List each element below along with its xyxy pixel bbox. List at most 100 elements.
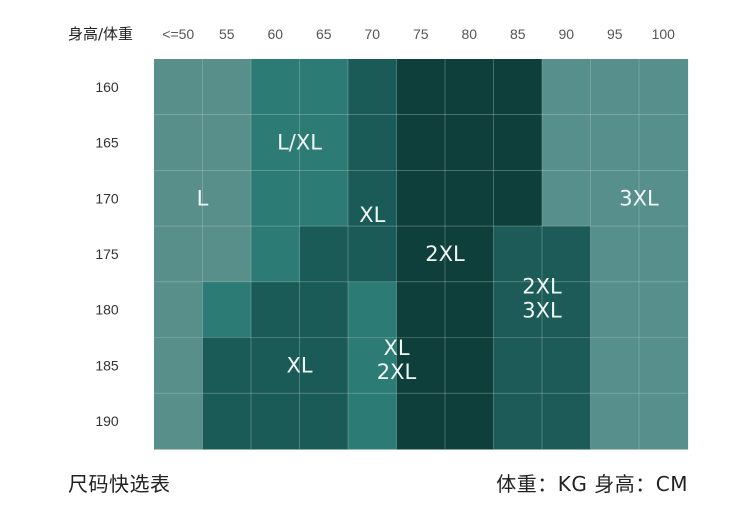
heatmap-cell — [542, 114, 592, 171]
size-region-label: 3XL — [522, 299, 562, 323]
heatmap-cell — [639, 226, 689, 283]
heatmap-cell — [202, 170, 252, 227]
heatmap-cell — [493, 170, 543, 227]
heatmap-cell — [445, 281, 495, 339]
heatmap-cell — [639, 393, 689, 450]
y-tick-label: 170 — [95, 190, 119, 206]
heatmap-cell — [202, 114, 252, 171]
size-region-label: 3XL — [619, 186, 659, 210]
heatmap-cell — [590, 170, 640, 227]
heatmap-cell — [396, 226, 446, 283]
heatmap-cell — [299, 59, 349, 116]
heatmap-cells — [154, 59, 689, 450]
heatmap-cell — [542, 226, 592, 283]
heatmap-cell — [396, 59, 446, 116]
corner-axis-label: 身高/体重 — [68, 25, 133, 43]
heatmap-cell — [590, 114, 640, 171]
heatmap-cell — [445, 337, 495, 394]
size-region-label: XL — [359, 203, 385, 227]
size-region-label: 2XL — [425, 242, 465, 266]
heatmap-cell — [590, 59, 640, 116]
heatmap-cell — [154, 59, 204, 116]
heatmap-cell — [542, 281, 592, 339]
heatmap-cell — [542, 59, 592, 116]
heatmap-cell — [445, 226, 495, 283]
heatmap-cell — [251, 59, 301, 116]
heatmap-cell — [154, 114, 204, 171]
heatmap-cell — [154, 393, 204, 450]
heatmap-cell — [299, 114, 349, 171]
heatmap-cell — [348, 393, 398, 450]
y-tick-label: 175 — [95, 246, 119, 262]
heatmap-cell — [542, 337, 592, 394]
x-tick-label: 55 — [219, 26, 235, 42]
heatmap-cell — [590, 226, 640, 283]
heatmap-cell — [154, 337, 204, 394]
heatmap-cell — [251, 393, 301, 450]
heatmap-cell — [154, 170, 204, 227]
heatmap-cell — [299, 281, 349, 339]
heatmap-cell — [590, 337, 640, 394]
heatmap-cell — [639, 337, 689, 394]
heatmap-cell — [396, 170, 446, 227]
heatmap-cell — [445, 59, 495, 116]
heatmap-gridlines — [154, 59, 688, 449]
unit-note: 体重：KG 身高：CM — [496, 472, 688, 496]
heatmap-cell — [445, 114, 495, 171]
heatmap-cell — [639, 170, 689, 227]
heatmap-cell — [348, 281, 398, 339]
heatmap-cell — [202, 59, 252, 116]
heatmap-cell — [202, 226, 252, 283]
x-tick-label: 90 — [558, 26, 574, 42]
heatmap-cell — [396, 281, 446, 339]
heatmap-cell — [251, 226, 301, 283]
heatmap-cell — [493, 281, 543, 339]
heatmap-cell — [542, 393, 592, 450]
size-region-label: XL — [286, 353, 312, 377]
heatmap-cell — [202, 393, 252, 450]
heatmap-cell — [639, 59, 689, 116]
heatmap-cell — [590, 393, 640, 450]
heatmap-cell — [251, 337, 301, 394]
x-tick-label: 80 — [461, 26, 477, 42]
heatmap-cell — [493, 337, 543, 394]
heatmap-cell — [251, 281, 301, 339]
heatmap-cell — [299, 226, 349, 283]
heatmap-axis-ticks: 身高/体重 <=50 55 60 65 70 75 80 85 90 95 100 160 165 170 1… — [68, 25, 675, 429]
heatmap-cell — [493, 59, 543, 116]
x-tick-label: 100 — [652, 26, 676, 42]
heatmap-cell — [299, 170, 349, 227]
size-region-label: L/XL — [277, 131, 322, 155]
heatmap-cell — [348, 170, 398, 227]
y-tick-label: 185 — [95, 357, 119, 373]
heatmap-cell — [493, 114, 543, 171]
x-tick-label: 70 — [364, 26, 380, 42]
heatmap-cell — [299, 337, 349, 394]
heatmap-cell — [348, 337, 398, 394]
x-tick-label: 75 — [413, 26, 429, 42]
y-tick-label: 160 — [95, 79, 119, 95]
heatmap-cell — [493, 393, 543, 450]
heatmap-cell — [493, 226, 543, 283]
chart-caption: 尺码快选表 — [68, 472, 171, 496]
heatmap-cell — [590, 281, 640, 339]
heatmap-cell — [639, 281, 689, 339]
heatmap-cell — [396, 393, 446, 450]
heatmap-cell — [348, 59, 398, 116]
heatmap-cell — [542, 170, 592, 227]
size-region-label: XL — [383, 336, 409, 360]
y-tick-label: 165 — [95, 135, 119, 151]
heatmap-cell — [396, 337, 446, 394]
x-tick-label: <=50 — [162, 26, 194, 42]
heatmap-cell — [396, 114, 446, 171]
heatmap-cell — [251, 114, 301, 171]
heatmap-cell — [154, 226, 204, 283]
y-tick-label: 180 — [95, 302, 119, 318]
size-region-label: 2XL — [377, 360, 417, 384]
size-region-label: 2XL — [522, 275, 562, 299]
heatmap-cell — [202, 337, 252, 394]
heatmap-cell — [445, 393, 495, 450]
